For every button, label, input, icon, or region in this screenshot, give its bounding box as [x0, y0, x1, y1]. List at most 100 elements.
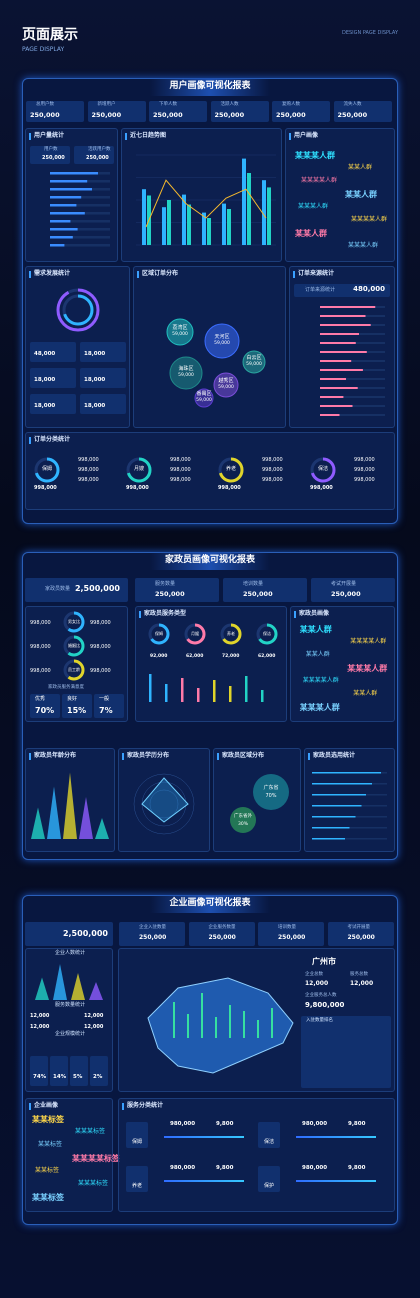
label: 250,000 — [347, 934, 375, 941]
panel-title: 服务分类统计 — [127, 1102, 164, 1109]
label: 考试开展量 — [331, 581, 357, 587]
label: 流失人数 — [343, 102, 362, 107]
table — [301, 1016, 391, 1088]
panel-title: 近七日趋势图 — [130, 132, 167, 139]
panel-title: 家政员年龄分布 — [34, 752, 77, 759]
bar — [202, 212, 206, 245]
label: 荔湾区 — [172, 325, 188, 331]
icon-tile — [258, 1122, 280, 1148]
chart — [310, 457, 336, 483]
label: 70% — [35, 706, 55, 715]
stat-card — [62, 694, 92, 718]
chart — [126, 457, 152, 483]
panel-title: 订单分类统计 — [34, 436, 71, 443]
bar — [320, 315, 366, 317]
stat-card — [74, 146, 114, 164]
chart — [149, 674, 264, 702]
bar — [320, 333, 359, 335]
label: 企业服务数量 — [208, 925, 236, 930]
label: 998,000 — [30, 620, 51, 626]
title-bar — [150, 78, 270, 96]
label: 2% — [93, 1074, 103, 1080]
stat-card — [94, 694, 124, 718]
bar — [267, 187, 271, 245]
label: 天河区 — [214, 334, 230, 340]
stat-card — [87, 101, 146, 122]
bar — [320, 387, 358, 389]
panel — [290, 606, 395, 722]
label: 92,000 — [150, 654, 168, 659]
label: 998,000 — [78, 477, 99, 483]
label: 980,000 — [302, 1121, 328, 1127]
chart — [35, 964, 103, 1000]
spike — [53, 964, 67, 1000]
label: 59,000 — [246, 362, 262, 367]
bar — [312, 816, 356, 818]
bar — [162, 207, 166, 245]
ring — [218, 457, 244, 483]
bar — [50, 244, 65, 247]
spike-bar — [187, 1014, 189, 1038]
ring — [63, 611, 85, 633]
chart — [133, 773, 195, 835]
bar — [320, 342, 356, 344]
bullet — [125, 133, 127, 140]
chart — [230, 774, 289, 833]
label: 2,500,000 — [74, 584, 120, 593]
label: 998,000 — [30, 644, 51, 650]
chart — [256, 623, 278, 645]
bubble — [204, 323, 240, 359]
label: 男女比 — [68, 619, 80, 624]
stat-card — [80, 368, 126, 388]
tag-word: 某某人群 — [345, 190, 377, 199]
label: 9,800,000 — [305, 1001, 345, 1009]
label: 998,000 — [262, 467, 283, 473]
tag-word: 某某人群 — [305, 651, 330, 658]
stat-card — [272, 101, 330, 122]
stat-card — [135, 578, 219, 602]
report-title: 家政员画像可视化报表 — [164, 555, 256, 565]
bar-track — [320, 378, 385, 380]
bullet — [139, 611, 141, 618]
bullet — [289, 133, 291, 140]
label: 12,000 — [84, 1013, 104, 1019]
tag-word: 某某某人群 — [299, 703, 340, 712]
bar — [227, 209, 231, 245]
bar-track — [50, 244, 110, 247]
ring — [256, 623, 278, 645]
donut — [62, 294, 94, 326]
tag-word: 某某某某人群 — [351, 216, 388, 223]
report-title: 用户画像可视化报表 — [169, 81, 251, 91]
bar — [312, 794, 366, 796]
label: 培训数量 — [278, 925, 296, 930]
label: 74% — [33, 1074, 47, 1080]
panel-title: 订单来源统计 — [298, 270, 335, 277]
stat-card — [30, 368, 76, 388]
tag-word: 某某某某人群 — [301, 177, 338, 184]
panel — [118, 748, 210, 852]
label: 998,000 — [90, 620, 111, 626]
bar — [312, 783, 372, 785]
label: 企业服务总人数 — [305, 993, 337, 998]
bar-track — [320, 396, 385, 398]
label: 59,000 — [172, 332, 188, 337]
label: 2,500,000 — [62, 929, 108, 938]
bubble — [213, 372, 239, 398]
map-region — [147, 977, 294, 1074]
label: 养老 — [225, 466, 237, 472]
stat-card — [25, 578, 128, 602]
spike — [89, 982, 103, 1000]
bar — [296, 1136, 376, 1138]
label: 998,000 — [170, 467, 191, 473]
label: 62,000 — [186, 654, 204, 659]
label: 5% — [73, 1074, 83, 1080]
chart — [218, 457, 244, 483]
label: 48,000 — [34, 351, 56, 357]
bar — [50, 236, 73, 239]
label: 59,000 — [218, 385, 234, 390]
spike-bar — [173, 1002, 175, 1038]
label: 998,000 — [218, 485, 241, 491]
label: 250,000 — [278, 934, 306, 941]
bar-track — [312, 838, 387, 840]
